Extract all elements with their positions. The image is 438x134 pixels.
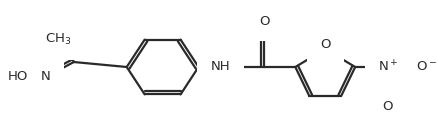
Text: NH: NH [210, 60, 230, 74]
Text: CH$_3$: CH$_3$ [45, 31, 71, 47]
Text: O: O [319, 38, 330, 51]
Text: O$^-$: O$^-$ [416, 60, 437, 74]
Text: O: O [258, 15, 269, 28]
Text: N$^+$: N$^+$ [377, 59, 398, 75]
Text: N: N [41, 70, 51, 83]
Text: HO: HO [8, 70, 28, 83]
Text: O: O [381, 100, 392, 113]
